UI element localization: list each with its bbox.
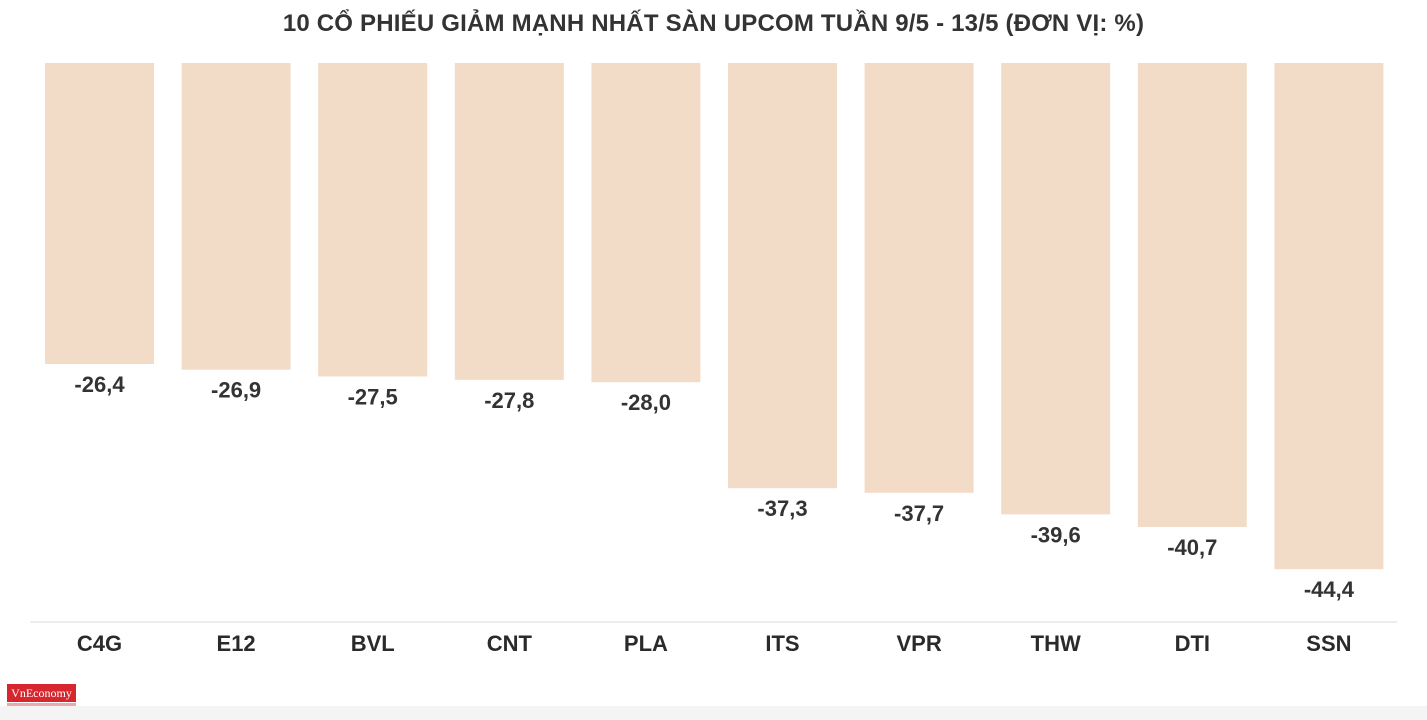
bar-thw <box>1001 63 1111 515</box>
category-label-e12: E12 <box>217 631 256 656</box>
bar-its <box>728 63 837 489</box>
bar-dti <box>1137 63 1247 527</box>
bar-pla <box>591 63 701 383</box>
category-label-cnt: CNT <box>487 631 533 656</box>
value-label-dti: -40,7 <box>1167 535 1217 560</box>
category-label-c4g: C4G <box>77 631 122 656</box>
category-label-bvl: BVL <box>351 631 395 656</box>
value-label-vpr: -37,7 <box>894 501 944 526</box>
bar-ssn <box>1274 63 1384 570</box>
bar-c4g <box>45 63 154 364</box>
value-label-bvl: -27,5 <box>348 385 398 410</box>
logo-underline <box>7 703 76 706</box>
category-label-dti: DTI <box>1175 631 1210 656</box>
value-label-its: -37,3 <box>757 496 807 521</box>
vneconomy-logo: VnEconomy <box>7 684 76 702</box>
value-label-cnt: -27,8 <box>484 388 534 413</box>
value-label-thw: -39,6 <box>1031 522 1081 547</box>
value-label-ssn: -44,4 <box>1304 577 1355 602</box>
bar-bvl <box>318 63 428 377</box>
category-label-pla: PLA <box>624 631 668 656</box>
value-label-pla: -28,0 <box>621 390 671 415</box>
chart-title: 10 CỔ PHIẾU GIẢM MẠNH NHẤT SÀN UPCOM TUẦ… <box>282 10 1145 37</box>
bar-vpr <box>864 63 974 493</box>
category-label-its: ITS <box>765 631 799 656</box>
category-label-thw: THW <box>1031 631 1081 656</box>
category-label-ssn: SSN <box>1306 631 1351 656</box>
value-label-e12: -26,9 <box>211 378 261 403</box>
bar-e12 <box>181 63 291 370</box>
value-label-c4g: -26,4 <box>74 372 125 397</box>
category-label-vpr: VPR <box>896 631 941 656</box>
bar-cnt <box>454 63 564 380</box>
footer-strip <box>0 706 1427 720</box>
